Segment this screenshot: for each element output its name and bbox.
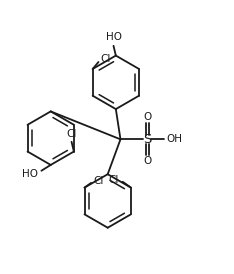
Text: S: S bbox=[143, 133, 151, 146]
Text: O: O bbox=[143, 156, 151, 166]
Text: HO: HO bbox=[22, 169, 38, 179]
Text: Cl: Cl bbox=[94, 176, 104, 186]
Text: HO: HO bbox=[106, 32, 121, 42]
Text: OH: OH bbox=[166, 134, 182, 144]
Text: Cl: Cl bbox=[67, 129, 77, 139]
Text: Cl: Cl bbox=[100, 54, 111, 64]
Text: Cl: Cl bbox=[109, 175, 119, 185]
Text: O: O bbox=[143, 112, 151, 122]
